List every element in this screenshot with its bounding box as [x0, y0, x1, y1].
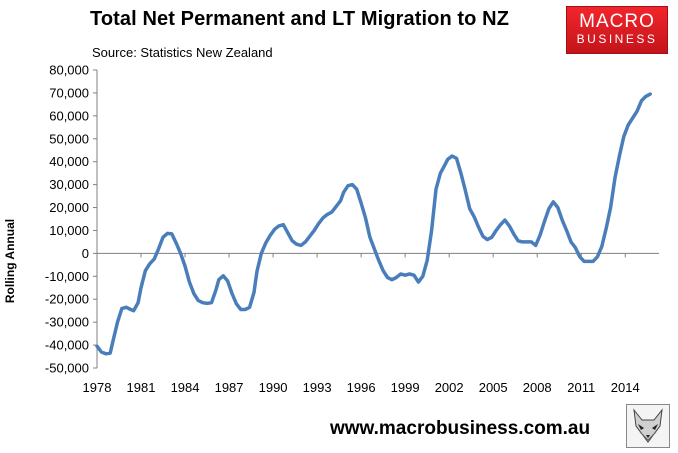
y-tick-label: 0 — [82, 246, 89, 261]
y-axis-label: Rolling Annual — [3, 218, 17, 304]
logo-line-1: MACRO — [579, 11, 655, 32]
x-tick-label: 2014 — [611, 380, 640, 395]
chart-source: Source: Statistics New Zealand — [92, 45, 273, 60]
y-tick-label: -40,000 — [45, 338, 89, 353]
x-tick-label: 2011 — [567, 380, 595, 395]
x-tick-label: 1999 — [391, 380, 420, 395]
x-tick-label: 2002 — [435, 380, 464, 395]
x-tick-label: 1984 — [171, 380, 200, 395]
chart-axes — [93, 69, 659, 369]
y-tick-label: 60,000 — [49, 108, 89, 123]
y-tick-label: -10,000 — [45, 269, 89, 284]
logo-line-2: BUSINESS — [576, 32, 658, 46]
y-tick-label: 50,000 — [49, 131, 89, 146]
x-tick-label: 1978 — [83, 380, 112, 395]
x-tick-label: 1996 — [347, 380, 376, 395]
x-tick-label: 1981 — [127, 380, 156, 395]
y-tick-label: -20,000 — [45, 292, 89, 307]
x-tick-label: 2008 — [523, 380, 552, 395]
chart-series — [95, 92, 652, 356]
fox-icon — [626, 404, 670, 448]
x-tick-label: 1993 — [303, 380, 332, 395]
x-tick-label: 1990 — [259, 380, 288, 395]
chart-title: Total Net Permanent and LT Migration to … — [90, 8, 510, 30]
footer-url: www.macrobusiness.com.au — [330, 418, 591, 439]
y-tick-label: 10,000 — [49, 223, 89, 238]
y-tick-label: 70,000 — [49, 85, 89, 100]
macrobusiness-logo: MACRO BUSINESS — [566, 6, 668, 54]
y-tick-label: 80,000 — [49, 63, 89, 78]
x-tick-labels: 1978 1981 1984 1987 1990 1993 1996 1999 2002 2005… — [83, 380, 640, 395]
series-line — [95, 92, 652, 356]
y-tick-label: 40,000 — [49, 154, 89, 169]
y-tick-label: -50,000 — [45, 361, 89, 376]
chart-plot: -50,000 -40,000 -30,000 -20,000 -10,000 0 10,0… — [45, 63, 659, 395]
y-tick-label: 30,000 — [49, 177, 89, 192]
x-tick-label: 1987 — [215, 380, 244, 395]
y-tick-label: -30,000 — [45, 315, 89, 330]
y-tick-labels: -50,000 -40,000 -30,000 -20,000 -10,000 0 10,0… — [45, 63, 89, 376]
x-tick-label: 2005 — [479, 380, 508, 395]
y-tick-label: 20,000 — [49, 200, 89, 215]
